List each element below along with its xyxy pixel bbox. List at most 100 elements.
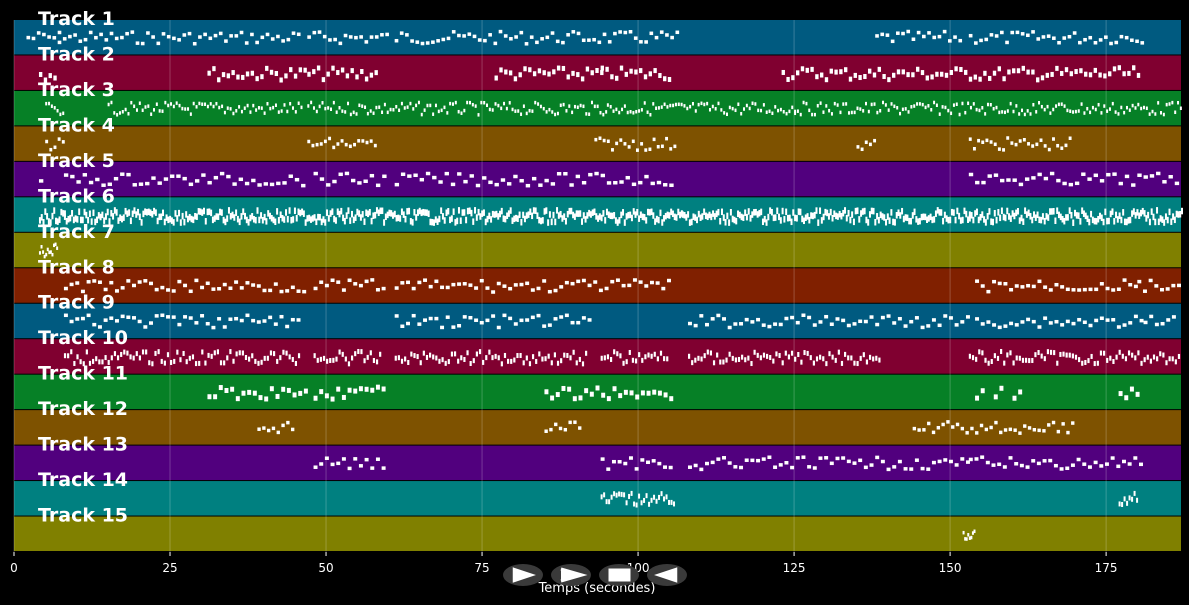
note [358, 386, 363, 392]
note [375, 288, 380, 292]
note [846, 323, 851, 328]
note [177, 322, 182, 327]
note [1007, 69, 1011, 75]
note [320, 218, 323, 226]
note [958, 38, 963, 43]
note [890, 209, 893, 216]
note [694, 357, 697, 363]
note [163, 360, 166, 366]
note [1015, 30, 1020, 35]
note [582, 212, 585, 219]
note [677, 208, 680, 216]
note [1132, 65, 1136, 71]
track-label: Track 4 [38, 114, 115, 136]
note [340, 207, 343, 215]
note [699, 467, 704, 472]
note [875, 34, 879, 38]
note [395, 104, 398, 109]
previous-button[interactable] [647, 564, 687, 586]
note [852, 461, 857, 465]
note [388, 209, 391, 217]
note [375, 207, 378, 214]
note [1060, 146, 1064, 150]
note [881, 213, 884, 220]
note [1018, 217, 1021, 224]
note [593, 104, 596, 109]
stop-button[interactable] [599, 564, 639, 586]
note [336, 70, 340, 76]
note [170, 359, 173, 365]
note [709, 350, 713, 356]
note [272, 105, 275, 110]
note [983, 70, 987, 76]
note [207, 180, 212, 185]
note [926, 324, 931, 328]
note [462, 34, 466, 38]
note [342, 214, 345, 222]
note [361, 211, 364, 218]
note [556, 360, 560, 366]
note [520, 112, 523, 116]
note [829, 322, 834, 326]
note [986, 102, 989, 107]
note [602, 138, 606, 143]
note [249, 214, 252, 222]
note [192, 41, 197, 46]
note [609, 212, 612, 220]
note [279, 314, 284, 319]
note [750, 361, 753, 367]
note [1177, 353, 1181, 359]
note [124, 107, 127, 112]
note [984, 37, 989, 42]
note [522, 104, 525, 108]
note [1177, 211, 1180, 218]
note [958, 112, 961, 117]
note [769, 355, 772, 361]
rewind-button[interactable] [503, 564, 543, 586]
note [663, 356, 666, 362]
note [600, 214, 603, 222]
note [935, 71, 939, 77]
note [53, 106, 56, 110]
note [331, 208, 334, 215]
note [988, 75, 992, 81]
note [553, 317, 558, 321]
note [561, 40, 565, 45]
note [117, 217, 120, 224]
note [1031, 144, 1035, 148]
note [50, 104, 53, 108]
next-button[interactable] [551, 564, 591, 586]
note [656, 144, 660, 149]
note [1014, 284, 1019, 288]
note [972, 216, 975, 224]
note [796, 70, 800, 76]
note [904, 107, 907, 111]
note [149, 281, 153, 286]
note [1036, 461, 1041, 466]
note [1129, 386, 1134, 392]
note [901, 207, 904, 215]
note [1082, 287, 1087, 292]
note [1165, 287, 1170, 291]
note [513, 174, 518, 179]
note [931, 460, 936, 465]
note [845, 214, 848, 222]
note [357, 181, 362, 185]
note [1156, 207, 1159, 214]
note [954, 323, 959, 327]
note [924, 213, 927, 221]
note [936, 207, 939, 214]
note [566, 352, 569, 358]
note [246, 103, 249, 108]
note [219, 208, 222, 216]
note [1159, 351, 1162, 357]
note [188, 355, 191, 361]
note [1146, 354, 1149, 360]
note [286, 215, 289, 223]
note [715, 210, 718, 218]
note [850, 110, 853, 115]
note [549, 427, 553, 432]
note [973, 529, 976, 534]
note [655, 215, 658, 223]
note [1009, 321, 1014, 326]
